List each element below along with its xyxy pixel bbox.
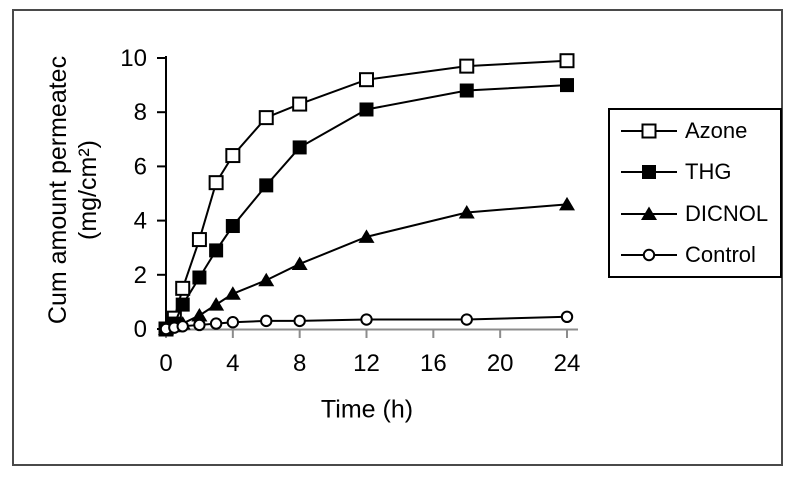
circle-open-marker bbox=[176, 320, 189, 333]
triangle-filled-icon bbox=[621, 206, 677, 220]
series-thg-line bbox=[165, 84, 568, 330]
x-axis: 0 4 8 12 16 20 24 bbox=[159, 328, 581, 377]
square-filled-icon bbox=[621, 165, 677, 180]
circle-open-marker bbox=[560, 310, 574, 324]
x-tick-label: 4 bbox=[226, 350, 239, 377]
y-tick-label: 2 bbox=[134, 262, 147, 289]
x-tick-label: 12 bbox=[353, 350, 380, 377]
square-filled-marker bbox=[560, 78, 574, 93]
legend-item-azone: Azone bbox=[620, 118, 780, 144]
legend-label: THG bbox=[685, 159, 732, 185]
legend-label: DICNOL bbox=[685, 200, 769, 226]
series-thg bbox=[159, 78, 574, 336]
triangle-filled-marker bbox=[191, 307, 208, 322]
series-azone bbox=[158, 53, 575, 337]
circle-open-marker bbox=[360, 313, 373, 326]
triangle-filled-marker bbox=[258, 272, 275, 287]
x-axis-title: Time (h) bbox=[320, 395, 414, 424]
legend-label: Azone bbox=[685, 117, 748, 143]
square-filled-marker bbox=[292, 140, 307, 155]
square-open-marker bbox=[559, 53, 575, 69]
square-open-marker bbox=[292, 96, 308, 112]
square-filled-marker bbox=[259, 178, 274, 193]
x-tick-label: 24 bbox=[554, 350, 581, 377]
square-open-marker bbox=[175, 280, 191, 296]
series-control bbox=[159, 310, 574, 336]
triangle-filled-marker bbox=[458, 204, 475, 219]
y-tick-label: 0 bbox=[134, 316, 147, 343]
y-tick-label: 6 bbox=[134, 153, 147, 180]
square-open-marker bbox=[225, 148, 241, 164]
triangle-filled-marker bbox=[208, 297, 225, 311]
square-open-marker bbox=[258, 110, 274, 126]
square-open-marker bbox=[191, 232, 207, 248]
legend-item-control: Control bbox=[620, 242, 780, 268]
square-open-marker bbox=[359, 72, 374, 88]
x-tick-label: 8 bbox=[293, 350, 306, 377]
x-tick-label: 16 bbox=[420, 350, 447, 377]
square-filled-marker bbox=[459, 83, 474, 98]
circle-open-marker bbox=[226, 316, 240, 329]
square-filled-marker bbox=[359, 102, 374, 117]
triangle-filled-marker bbox=[559, 196, 575, 211]
y-tick-label: 4 bbox=[134, 208, 147, 235]
legend: Azone THG DICNOL Control bbox=[608, 108, 782, 278]
square-open-icon bbox=[621, 123, 677, 139]
circle-open-marker bbox=[260, 314, 273, 328]
y-tick-label: 10 bbox=[120, 45, 147, 72]
circle-open-icon bbox=[621, 249, 677, 262]
legend-label: Control bbox=[685, 242, 756, 268]
y-axis-title-line1: Cum amount permeatec bbox=[44, 55, 72, 325]
square-open-marker bbox=[459, 58, 475, 74]
x-tick-label: 0 bbox=[159, 350, 172, 377]
square-filled-marker bbox=[209, 243, 224, 258]
square-filled-marker bbox=[192, 270, 207, 285]
y-axis-title: Cum amount permeatec (mg/cm²) bbox=[43, 56, 103, 324]
triangle-filled-marker bbox=[291, 256, 308, 270]
y-axis: 0 2 4 6 8 10 bbox=[120, 45, 167, 343]
square-open-marker bbox=[208, 175, 224, 191]
circle-open-marker bbox=[293, 314, 306, 328]
y-tick-label: 8 bbox=[134, 99, 147, 126]
triangle-filled-marker bbox=[358, 229, 375, 243]
triangle-filled-marker bbox=[224, 286, 241, 300]
series-azone-line bbox=[165, 59, 568, 330]
circle-open-marker bbox=[193, 318, 206, 332]
square-filled-marker bbox=[175, 297, 190, 312]
y-axis-title-line2: (mg/cm²) bbox=[74, 140, 102, 240]
legend-item-thg: THG bbox=[620, 159, 780, 185]
x-tick-label: 20 bbox=[487, 350, 514, 377]
legend-item-dicnol: DICNOL bbox=[620, 201, 780, 227]
circle-open-marker bbox=[209, 317, 223, 330]
circle-open-marker bbox=[460, 313, 473, 326]
square-filled-marker bbox=[225, 219, 240, 234]
